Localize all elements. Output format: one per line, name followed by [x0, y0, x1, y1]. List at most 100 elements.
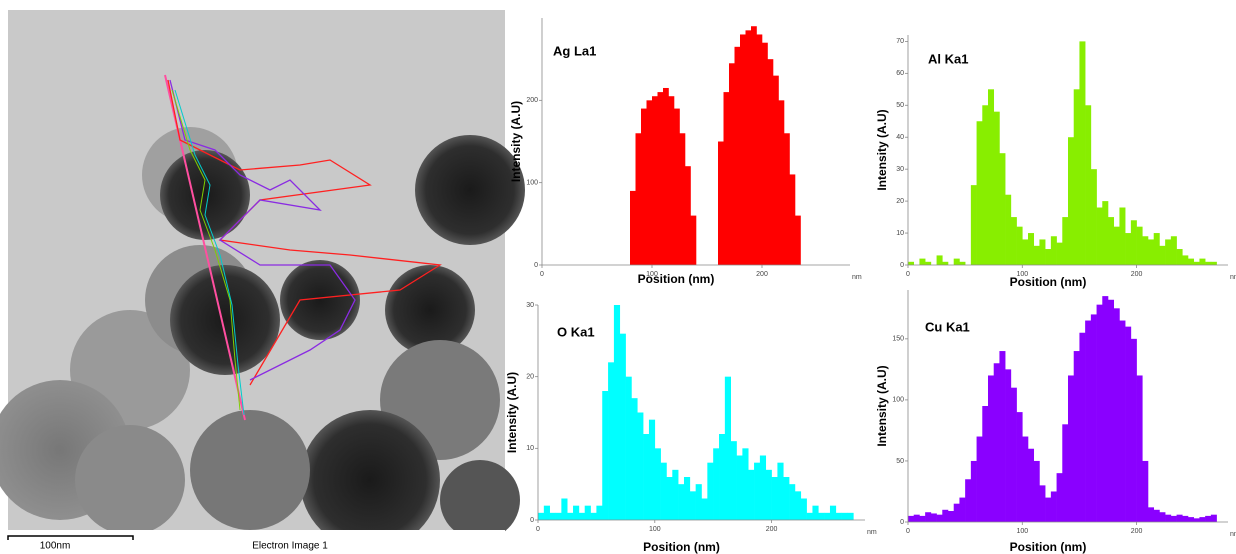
- bar: [1113, 308, 1120, 522]
- x-tick-label: 0: [536, 526, 540, 533]
- bar: [1056, 473, 1063, 522]
- bar: [549, 512, 556, 520]
- x-tick-label: 100: [1016, 271, 1028, 278]
- bar: [976, 436, 983, 522]
- bar: [1108, 299, 1115, 522]
- y-tick-label: 30: [526, 302, 534, 309]
- bar: [1193, 261, 1200, 265]
- bar: [1130, 220, 1137, 265]
- bar: [689, 491, 696, 520]
- bar: [561, 498, 568, 520]
- bar: [596, 505, 603, 520]
- x-unit: nm: [867, 529, 877, 536]
- bar: [1148, 507, 1155, 522]
- bar: [1210, 514, 1217, 522]
- bar: [953, 503, 960, 522]
- bar: [908, 261, 915, 265]
- bar: [663, 87, 669, 265]
- bar: [1102, 296, 1109, 522]
- x-axis-label: Position (nm): [643, 540, 720, 554]
- bar: [619, 333, 626, 520]
- x-tick-label: 200: [1131, 271, 1143, 278]
- y-tick-label: 30: [896, 166, 904, 173]
- bar: [1159, 512, 1166, 522]
- x-tick-label: 100: [649, 526, 661, 533]
- bar: [919, 515, 926, 522]
- bar: [999, 351, 1006, 522]
- bar: [794, 491, 802, 520]
- bar: [847, 512, 854, 520]
- x-axis-label: Position (nm): [638, 272, 715, 286]
- bar: [1056, 242, 1063, 265]
- chart-title: Cu Ka1: [925, 319, 970, 334]
- x-unit: nm: [1230, 531, 1236, 538]
- bar: [818, 512, 825, 520]
- bar: [1182, 515, 1189, 522]
- bar: [841, 512, 848, 520]
- bar: [1142, 236, 1149, 265]
- chart-title: Al Ka1: [928, 51, 968, 66]
- bar: [959, 261, 966, 265]
- bar: [573, 505, 580, 520]
- bar: [777, 462, 784, 520]
- bar: [668, 96, 675, 265]
- bar: [1165, 239, 1172, 265]
- bar: [1148, 239, 1155, 265]
- x-axis-label: Position (nm): [1010, 275, 1087, 289]
- bar: [643, 434, 650, 520]
- bar: [762, 42, 768, 266]
- bar: [740, 34, 746, 265]
- bar: [751, 26, 757, 265]
- x-tick-label: 100: [1016, 528, 1028, 535]
- y-axis-label: Intensity (A.U): [875, 109, 889, 190]
- bar: [936, 255, 943, 265]
- bar: [578, 512, 586, 520]
- bar: [970, 185, 977, 265]
- bar: [1073, 89, 1080, 265]
- bar: [652, 96, 658, 265]
- y-tick-label: 70: [896, 38, 904, 45]
- bar: [784, 133, 790, 265]
- bar: [1039, 485, 1046, 522]
- bar: [672, 469, 679, 520]
- bar: [1142, 460, 1149, 522]
- y-tick-label: 0: [900, 262, 904, 269]
- bar: [829, 505, 837, 520]
- bar: [1193, 518, 1200, 522]
- x-axis-label: Position (nm): [1010, 540, 1087, 554]
- bar: [748, 469, 755, 520]
- bar: [685, 166, 691, 265]
- bar: [925, 261, 932, 265]
- x-tick-label: 0: [906, 271, 910, 278]
- x-tick-label: 200: [1131, 528, 1143, 535]
- y-tick-label: 200: [526, 97, 538, 104]
- bar: [734, 46, 741, 265]
- y-axis-label: Intensity (A.U): [509, 101, 523, 182]
- bar: [1005, 194, 1012, 265]
- bar: [1153, 509, 1160, 522]
- bar: [959, 497, 966, 522]
- bar: [674, 108, 680, 265]
- bar: [942, 261, 949, 265]
- bar: [789, 174, 796, 265]
- y-axis-label: Intensity (A.U): [875, 365, 889, 446]
- y-tick-label: 50: [896, 102, 904, 109]
- bar: [953, 258, 960, 265]
- y-tick-label: 0: [900, 519, 904, 526]
- bar: [701, 498, 708, 520]
- bar: [936, 514, 943, 522]
- bar: [754, 462, 761, 520]
- bar: [1125, 326, 1132, 522]
- bar: [584, 505, 591, 520]
- bar: [1090, 169, 1097, 265]
- bar: [543, 505, 550, 520]
- bar: [1050, 491, 1057, 522]
- bar: [1068, 137, 1075, 265]
- bar: [657, 92, 664, 265]
- bar: [988, 89, 995, 265]
- bar: [538, 512, 545, 520]
- bar: [1102, 201, 1109, 265]
- x-unit: nm: [852, 274, 862, 281]
- bar: [635, 133, 642, 265]
